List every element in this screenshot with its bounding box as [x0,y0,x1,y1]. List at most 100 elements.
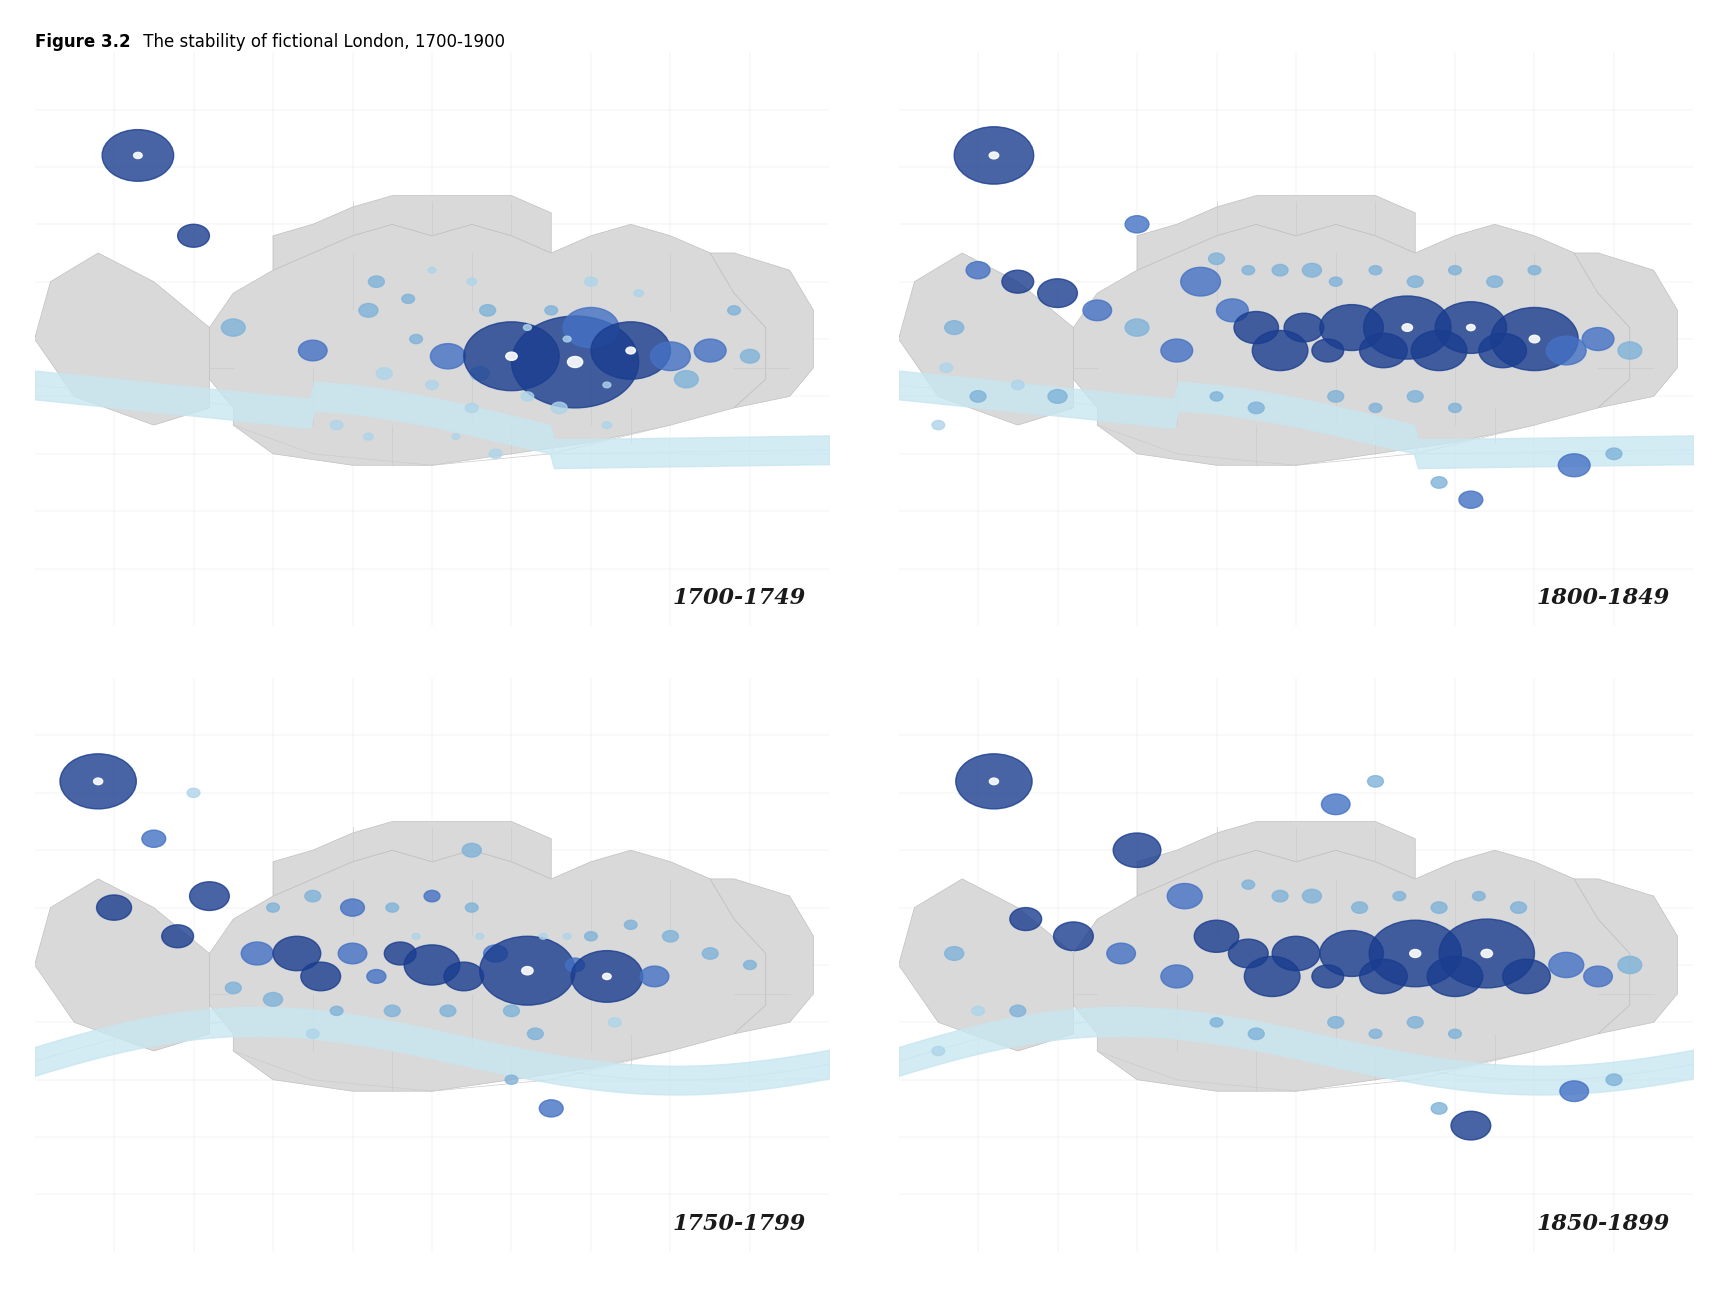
Circle shape [1369,266,1382,275]
Circle shape [340,898,365,917]
Circle shape [624,921,638,930]
Circle shape [1547,336,1586,365]
Circle shape [1272,936,1320,970]
Circle shape [572,951,643,1003]
Circle shape [133,153,142,159]
Circle shape [384,1005,401,1017]
Circle shape [162,925,194,948]
Circle shape [565,958,584,971]
Circle shape [1431,1103,1446,1114]
Circle shape [1360,334,1407,368]
Circle shape [1002,270,1033,293]
Circle shape [584,931,598,941]
Circle shape [931,1046,945,1056]
Polygon shape [209,224,766,466]
Circle shape [1369,403,1382,412]
Circle shape [377,368,392,379]
Circle shape [988,153,999,159]
Circle shape [385,902,399,913]
Circle shape [475,934,484,939]
Circle shape [1322,794,1350,815]
Circle shape [1125,215,1149,233]
Circle shape [1210,391,1223,402]
Circle shape [662,931,679,941]
Polygon shape [209,850,766,1091]
Circle shape [506,352,517,360]
Circle shape [634,289,643,296]
Circle shape [423,891,441,902]
Circle shape [97,895,131,921]
Polygon shape [1137,196,1415,270]
Circle shape [505,1074,518,1085]
Circle shape [1617,956,1642,974]
Circle shape [1560,1081,1588,1102]
Circle shape [1303,889,1322,902]
Circle shape [551,402,567,413]
Circle shape [480,936,575,1005]
Circle shape [1253,330,1308,370]
Circle shape [359,304,378,317]
Circle shape [1369,1029,1382,1038]
Circle shape [1431,477,1446,488]
Circle shape [945,321,964,334]
Polygon shape [710,253,814,408]
Circle shape [567,356,582,368]
Circle shape [1217,299,1248,322]
Circle shape [404,945,460,985]
Circle shape [1458,492,1483,509]
Circle shape [674,370,698,387]
Circle shape [1481,949,1493,957]
Circle shape [1548,952,1585,978]
Polygon shape [710,879,814,1034]
Circle shape [1434,301,1507,353]
Circle shape [425,381,439,390]
Circle shape [1452,1111,1491,1140]
Circle shape [1363,296,1452,359]
Circle shape [430,344,465,369]
Circle shape [1161,339,1192,363]
Circle shape [266,902,280,913]
Circle shape [1210,1017,1223,1028]
Circle shape [221,319,245,336]
Circle shape [1439,919,1534,988]
Circle shape [444,962,484,991]
Text: 1700-1749: 1700-1749 [672,587,805,609]
Circle shape [1320,931,1384,977]
Circle shape [60,754,137,808]
Circle shape [363,433,373,439]
Circle shape [1351,902,1367,913]
Circle shape [1234,312,1279,344]
Circle shape [242,941,273,965]
Circle shape [1166,884,1203,909]
Polygon shape [1574,879,1678,1034]
Circle shape [1583,327,1614,351]
Circle shape [563,336,572,342]
Circle shape [1529,335,1540,343]
Circle shape [1329,276,1343,287]
Circle shape [969,391,987,402]
Circle shape [1407,276,1424,287]
Circle shape [441,1005,456,1017]
Circle shape [1467,325,1476,331]
Circle shape [1528,266,1541,275]
Circle shape [1125,319,1149,336]
Circle shape [463,322,560,391]
Circle shape [608,1017,620,1028]
Polygon shape [1137,822,1415,896]
Circle shape [990,778,999,785]
Circle shape [743,960,757,970]
Circle shape [1486,276,1503,287]
Polygon shape [899,879,1073,1051]
Circle shape [306,1029,320,1038]
Circle shape [539,934,548,939]
Circle shape [1503,960,1550,994]
Circle shape [1410,949,1420,957]
Circle shape [1617,342,1642,359]
Circle shape [453,434,460,439]
Circle shape [1320,305,1384,351]
Circle shape [511,316,639,408]
Circle shape [945,947,964,960]
Circle shape [1605,1074,1623,1085]
Polygon shape [35,879,209,1051]
Circle shape [467,278,477,286]
